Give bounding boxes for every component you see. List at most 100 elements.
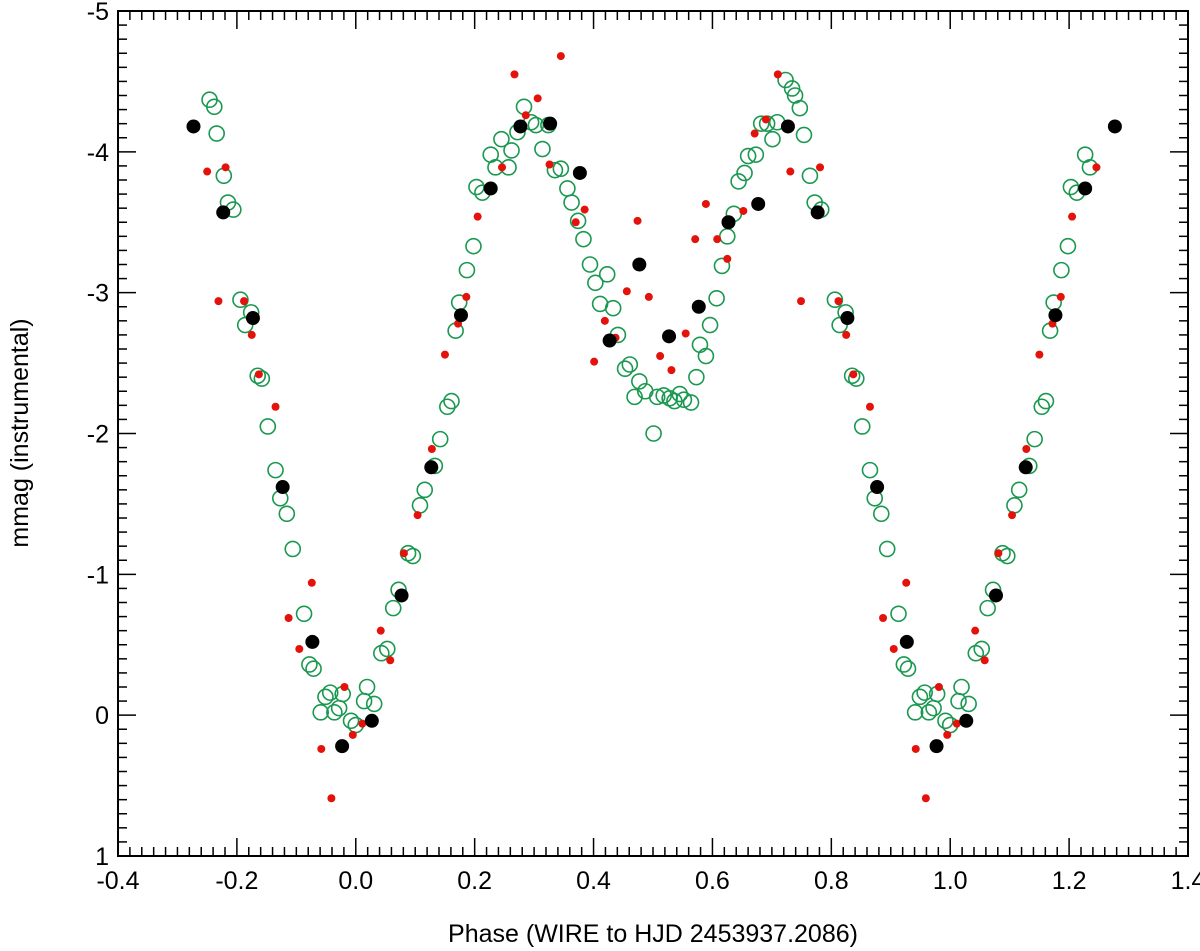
data-point-open-green bbox=[321, 684, 339, 701]
data-point-small-red bbox=[622, 287, 631, 296]
data-point-small-red bbox=[358, 719, 367, 728]
data-point-open-green bbox=[493, 130, 510, 148]
data-point-small-red bbox=[580, 205, 589, 214]
data-point-open-green bbox=[1006, 497, 1023, 514]
x-tick-label: 1.0 bbox=[933, 867, 968, 895]
data-point-open-green bbox=[581, 256, 599, 273]
data-point-open-green bbox=[719, 228, 736, 245]
series-large-filled-circle bbox=[186, 116, 1122, 754]
data-point-open-green bbox=[458, 261, 476, 279]
data-point-large-black bbox=[1018, 460, 1033, 475]
data-point-small-red bbox=[1022, 444, 1031, 453]
data-point-open-green bbox=[697, 347, 715, 365]
data-point-open-green bbox=[801, 167, 819, 185]
data-point-open-green bbox=[872, 505, 890, 523]
data-point-small-red bbox=[1035, 350, 1044, 359]
data-point-small-red bbox=[842, 330, 851, 339]
data-point-small-red bbox=[240, 297, 249, 306]
x-axis-label: Phase (WIRE to HJD 2453937.2086) bbox=[448, 920, 858, 948]
data-point-open-green bbox=[559, 180, 576, 197]
data-point-large-black bbox=[691, 299, 706, 314]
data-point-large-black bbox=[275, 480, 290, 495]
data-point-open-green bbox=[1053, 261, 1070, 279]
data-point-open-green bbox=[671, 385, 689, 403]
data-point-open-green bbox=[911, 688, 929, 706]
data-point-open-green bbox=[249, 367, 266, 385]
data-point-open-green bbox=[616, 360, 634, 378]
data-point-large-black bbox=[245, 311, 260, 326]
data-point-large-black bbox=[1048, 308, 1063, 323]
data-point-small-red bbox=[221, 163, 230, 172]
data-point-small-red bbox=[980, 656, 989, 665]
data-point-large-black bbox=[870, 480, 885, 495]
data-point-small-red bbox=[317, 744, 326, 753]
data-point-large-black bbox=[721, 215, 736, 230]
data-point-small-red bbox=[723, 254, 732, 263]
data-point-small-red bbox=[1092, 163, 1101, 172]
data-point-open-green bbox=[675, 391, 693, 409]
data-point-open-green bbox=[416, 481, 434, 499]
x-axis-ticks bbox=[117, 11, 1189, 856]
data-point-small-red bbox=[1008, 511, 1017, 520]
data-point-small-red bbox=[556, 52, 565, 61]
x-tick-label: 0.6 bbox=[695, 867, 730, 895]
data-point-small-red bbox=[701, 199, 710, 208]
data-point-large-black bbox=[453, 308, 468, 323]
data-point-open-green bbox=[937, 712, 954, 730]
data-point-open-green bbox=[569, 212, 587, 230]
data-point-small-red bbox=[271, 402, 280, 411]
data-point-small-red bbox=[952, 719, 961, 728]
series-open-circle bbox=[201, 71, 1099, 734]
data-point-open-green bbox=[730, 173, 747, 190]
plot-frame bbox=[117, 10, 1189, 857]
data-point-open-green bbox=[1037, 392, 1055, 410]
data-point-open-green bbox=[267, 461, 284, 479]
data-point-open-green bbox=[563, 194, 580, 211]
data-point-open-green bbox=[443, 392, 460, 410]
data-point-open-green bbox=[278, 505, 296, 523]
data-point-small-red bbox=[545, 160, 554, 169]
data-point-small-red bbox=[834, 297, 843, 306]
data-point-open-green bbox=[626, 388, 643, 406]
data-point-small-red bbox=[644, 292, 653, 301]
data-point-small-red bbox=[413, 511, 422, 520]
data-point-open-green bbox=[208, 125, 225, 142]
data-point-open-green bbox=[783, 80, 801, 97]
data-point-large-black bbox=[335, 739, 350, 754]
y-tick-label: 1 bbox=[95, 843, 109, 871]
data-point-open-green bbox=[925, 699, 942, 717]
data-point-large-black bbox=[394, 588, 409, 603]
data-point-small-red bbox=[590, 357, 599, 366]
data-point-open-green bbox=[342, 712, 360, 730]
data-point-small-red bbox=[327, 794, 336, 803]
data-point-small-red bbox=[440, 350, 449, 359]
data-point-open-green bbox=[906, 704, 924, 721]
data-point-open-green bbox=[645, 425, 662, 442]
data-point-open-green bbox=[878, 540, 896, 558]
data-point-small-red bbox=[943, 730, 952, 739]
data-point-open-green bbox=[764, 130, 781, 148]
data-point-open-green bbox=[895, 656, 913, 673]
x-tick-label: 0.2 bbox=[457, 867, 492, 895]
data-point-open-green bbox=[439, 398, 456, 416]
data-point-small-red bbox=[399, 549, 408, 558]
data-point-open-green bbox=[682, 394, 700, 411]
data-point-open-green bbox=[979, 599, 996, 617]
data-point-open-green bbox=[534, 140, 551, 158]
data-point-open-green bbox=[312, 704, 330, 721]
data-point-small-red bbox=[376, 626, 385, 635]
data-point-small-red bbox=[348, 730, 357, 739]
y-tick-label: -2 bbox=[87, 421, 109, 449]
data-point-small-red bbox=[498, 163, 507, 172]
data-point-open-green bbox=[503, 142, 520, 159]
data-point-large-black bbox=[662, 329, 677, 344]
data-point-small-red bbox=[254, 370, 263, 379]
data-point-large-black bbox=[364, 713, 379, 728]
y-axis-tick-labels: -5 -4 -3 -2 -1 0 1 bbox=[87, 0, 109, 871]
data-point-small-red bbox=[971, 626, 980, 635]
x-tick-label: 0.4 bbox=[576, 867, 611, 895]
data-point-open-green bbox=[546, 161, 564, 179]
data-point-open-green bbox=[355, 692, 373, 710]
data-point-small-red bbox=[340, 683, 349, 691]
data-point-small-red bbox=[681, 329, 690, 338]
